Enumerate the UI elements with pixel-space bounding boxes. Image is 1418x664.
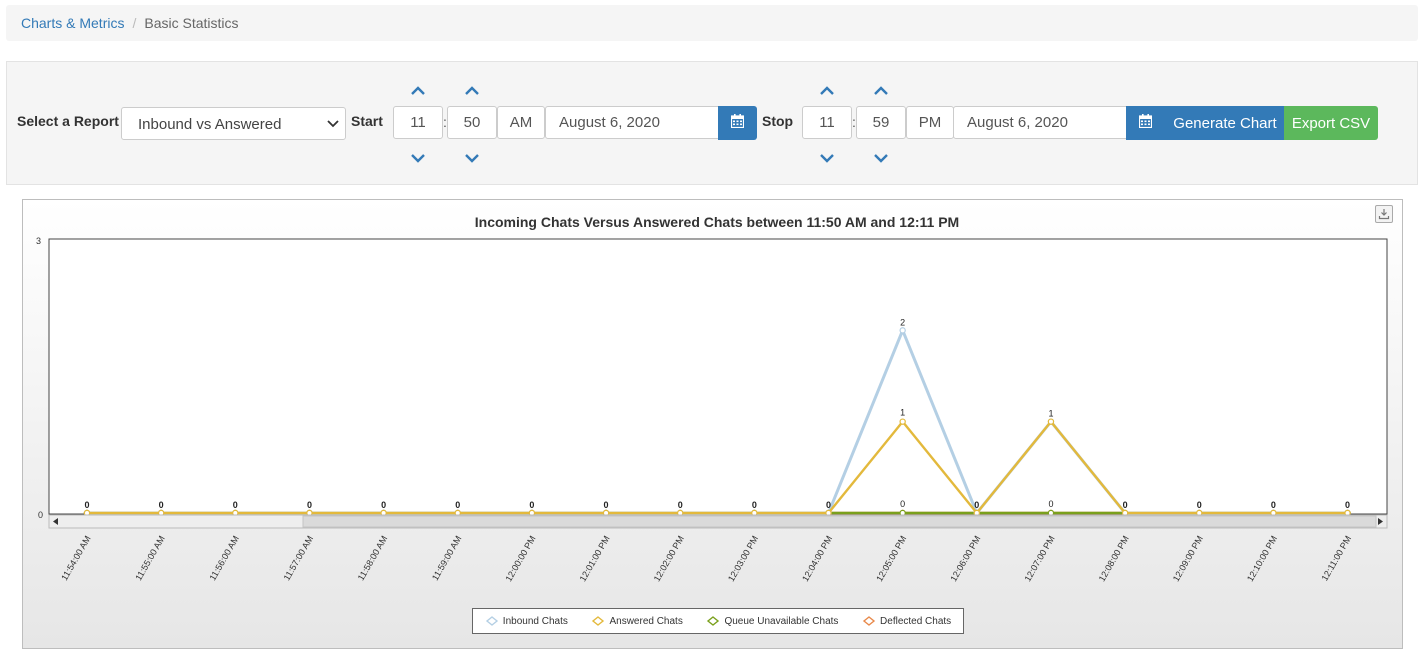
generate-chart-button[interactable]: Generate Chart bbox=[1165, 106, 1285, 140]
data-label: 1 bbox=[900, 408, 905, 418]
data-point bbox=[899, 418, 906, 425]
stop-hour-down-icon[interactable] bbox=[818, 151, 836, 165]
breadcrumb-separator: / bbox=[132, 15, 137, 31]
data-label: 0 bbox=[529, 500, 534, 510]
chevron-down-icon bbox=[327, 117, 339, 131]
data-label: 0 bbox=[307, 500, 312, 510]
scroll-left-icon[interactable] bbox=[53, 518, 58, 525]
data-label: 0 bbox=[455, 500, 460, 510]
calendar-icon bbox=[1138, 113, 1153, 133]
x-tick-label: 12:06:00 PM bbox=[948, 534, 982, 583]
data-point bbox=[899, 327, 906, 334]
breadcrumb-charts-metrics[interactable]: Charts & Metrics bbox=[21, 15, 125, 31]
start-label: Start bbox=[351, 113, 383, 129]
stop-label: Stop bbox=[762, 113, 794, 129]
chart-legend: Inbound Chats Answered Chats Queue Unava… bbox=[472, 608, 964, 634]
data-label: 0 bbox=[974, 500, 979, 510]
x-tick-label: 12:04:00 PM bbox=[800, 534, 834, 583]
legend-label: Inbound Chats bbox=[502, 615, 568, 627]
x-tick-label: 11:54:00 AM bbox=[59, 534, 93, 582]
report-select[interactable]: Inbound vs Answered bbox=[121, 107, 346, 140]
x-tick-label: 11:59:00 AM bbox=[430, 534, 464, 582]
data-label: 0 bbox=[1271, 500, 1276, 510]
plot-area bbox=[48, 238, 1388, 515]
legend-label: Queue Unavailable Chats bbox=[724, 615, 839, 627]
series-line-answered-chats bbox=[87, 420, 1348, 515]
data-label: 0 bbox=[1123, 500, 1128, 510]
x-tick-label: 12:01:00 PM bbox=[578, 534, 612, 583]
stop-minute-input[interactable]: 59 bbox=[856, 106, 906, 139]
start-calendar-button[interactable] bbox=[718, 106, 757, 140]
start-minute-input[interactable]: 50 bbox=[447, 106, 497, 139]
data-label: 0 bbox=[1345, 500, 1350, 510]
x-tick-label: 12:05:00 PM bbox=[874, 534, 908, 583]
breadcrumb: Charts & Metrics / Basic Statistics bbox=[6, 5, 1418, 41]
x-tick-label: 12:00:00 PM bbox=[503, 534, 537, 583]
calendar-icon bbox=[730, 113, 745, 133]
x-tick-label: 12:11:00 PM bbox=[1319, 534, 1353, 583]
start-minute-up-icon[interactable] bbox=[463, 83, 481, 97]
start-time-separator: : bbox=[443, 114, 447, 130]
data-label: 0 bbox=[678, 500, 683, 510]
start-hour-up-icon[interactable] bbox=[409, 83, 427, 97]
start-hour-down-icon[interactable] bbox=[409, 151, 427, 165]
x-tick-label: 11:55:00 AM bbox=[133, 534, 167, 582]
y-tick-label: 3 bbox=[36, 236, 41, 246]
x-tick-label: 11:57:00 AM bbox=[282, 534, 316, 582]
report-select-value: Inbound vs Answered bbox=[138, 116, 282, 133]
stop-hour-input[interactable]: 11 bbox=[802, 106, 852, 139]
x-tick-label: 12:08:00 PM bbox=[1097, 534, 1131, 583]
data-label: 0 bbox=[900, 499, 905, 509]
x-tick-label: 11:56:00 AM bbox=[207, 534, 241, 582]
data-label: 0 bbox=[381, 500, 386, 510]
select-report-label: Select a Report bbox=[17, 113, 119, 129]
chart-scrollbar-thumb[interactable] bbox=[302, 515, 1377, 528]
data-point bbox=[1047, 418, 1055, 425]
data-label: 2 bbox=[900, 317, 905, 327]
stop-minute-up-icon[interactable] bbox=[872, 83, 890, 97]
legend-item-answered[interactable]: Answered Chats bbox=[591, 615, 683, 627]
start-ampm-toggle[interactable]: AM bbox=[497, 106, 545, 139]
download-icon[interactable] bbox=[1375, 205, 1393, 223]
data-label: 0 bbox=[1197, 500, 1202, 510]
x-tick-label: 12:07:00 PM bbox=[1022, 534, 1056, 583]
export-csv-button[interactable]: Export CSV bbox=[1284, 106, 1378, 140]
legend-item-queue-unavailable[interactable]: Queue Unavailable Chats bbox=[706, 616, 838, 627]
data-label: 0 bbox=[233, 500, 238, 510]
breadcrumb-current: Basic Statistics bbox=[144, 15, 239, 31]
stop-hour-up-icon[interactable] bbox=[818, 83, 836, 97]
data-label: 0 bbox=[159, 500, 164, 510]
stop-time-separator: : bbox=[852, 114, 856, 130]
x-tick-label: 12:02:00 PM bbox=[652, 534, 686, 583]
chart-title: Incoming Chats Versus Answered Chats bet… bbox=[474, 214, 960, 230]
data-label: 0 bbox=[826, 500, 831, 510]
start-minute-down-icon[interactable] bbox=[463, 151, 481, 165]
data-label: 0 bbox=[84, 500, 89, 510]
data-label: 0 bbox=[752, 500, 757, 510]
data-label: 0 bbox=[604, 500, 609, 510]
x-tick-label: 12:10:00 PM bbox=[1245, 534, 1279, 583]
stop-ampm-toggle[interactable]: PM bbox=[906, 106, 954, 139]
y-tick-label: 0 bbox=[38, 510, 43, 520]
start-date-input[interactable]: August 6, 2020 bbox=[545, 106, 720, 139]
x-tick-label: 12:09:00 PM bbox=[1171, 534, 1205, 583]
stop-calendar-button[interactable] bbox=[1126, 106, 1165, 140]
x-tick-label: 11:58:00 AM bbox=[356, 534, 390, 582]
scroll-right-icon[interactable] bbox=[1378, 518, 1383, 525]
x-tick-label: 12:03:00 PM bbox=[726, 534, 760, 583]
data-label: 1 bbox=[1048, 409, 1053, 419]
legend-item-inbound[interactable]: Inbound Chats bbox=[485, 616, 568, 627]
legend-label: Deflected Chats bbox=[880, 615, 952, 627]
stop-date-input[interactable]: August 6, 2020 bbox=[953, 106, 1128, 139]
start-hour-input[interactable]: 11 bbox=[393, 106, 443, 139]
legend-item-deflected[interactable]: Deflected Chats bbox=[862, 616, 951, 627]
data-label: 0 bbox=[1048, 499, 1053, 509]
legend-label: Answered Chats bbox=[609, 615, 683, 627]
stop-minute-down-icon[interactable] bbox=[872, 151, 890, 165]
